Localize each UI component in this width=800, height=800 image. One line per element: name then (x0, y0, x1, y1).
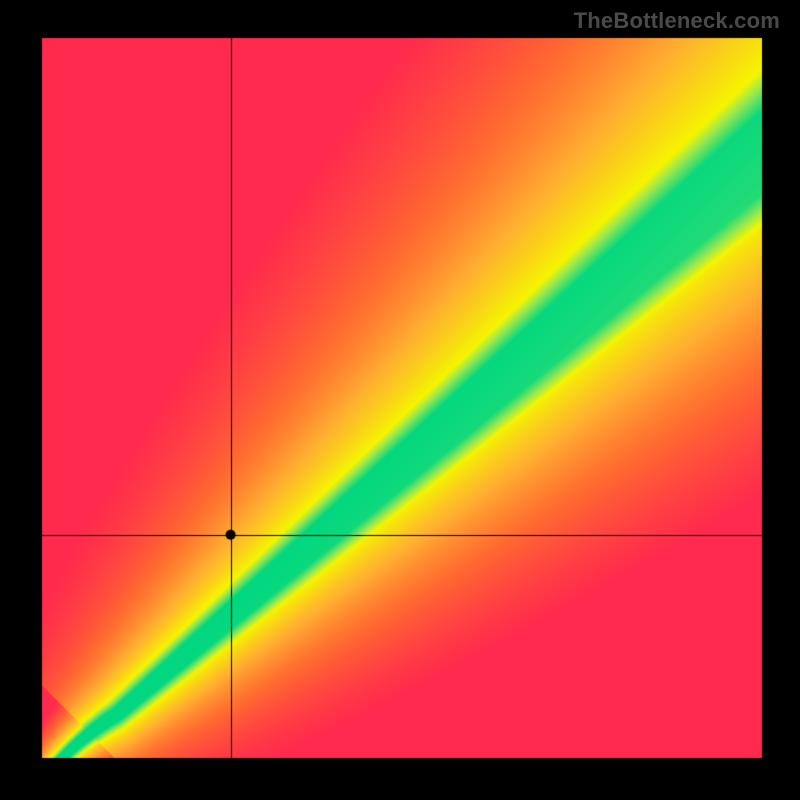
watermark-text: TheBottleneck.com (574, 8, 780, 34)
bottleneck-heatmap (0, 0, 800, 800)
chart-container: TheBottleneck.com (0, 0, 800, 800)
